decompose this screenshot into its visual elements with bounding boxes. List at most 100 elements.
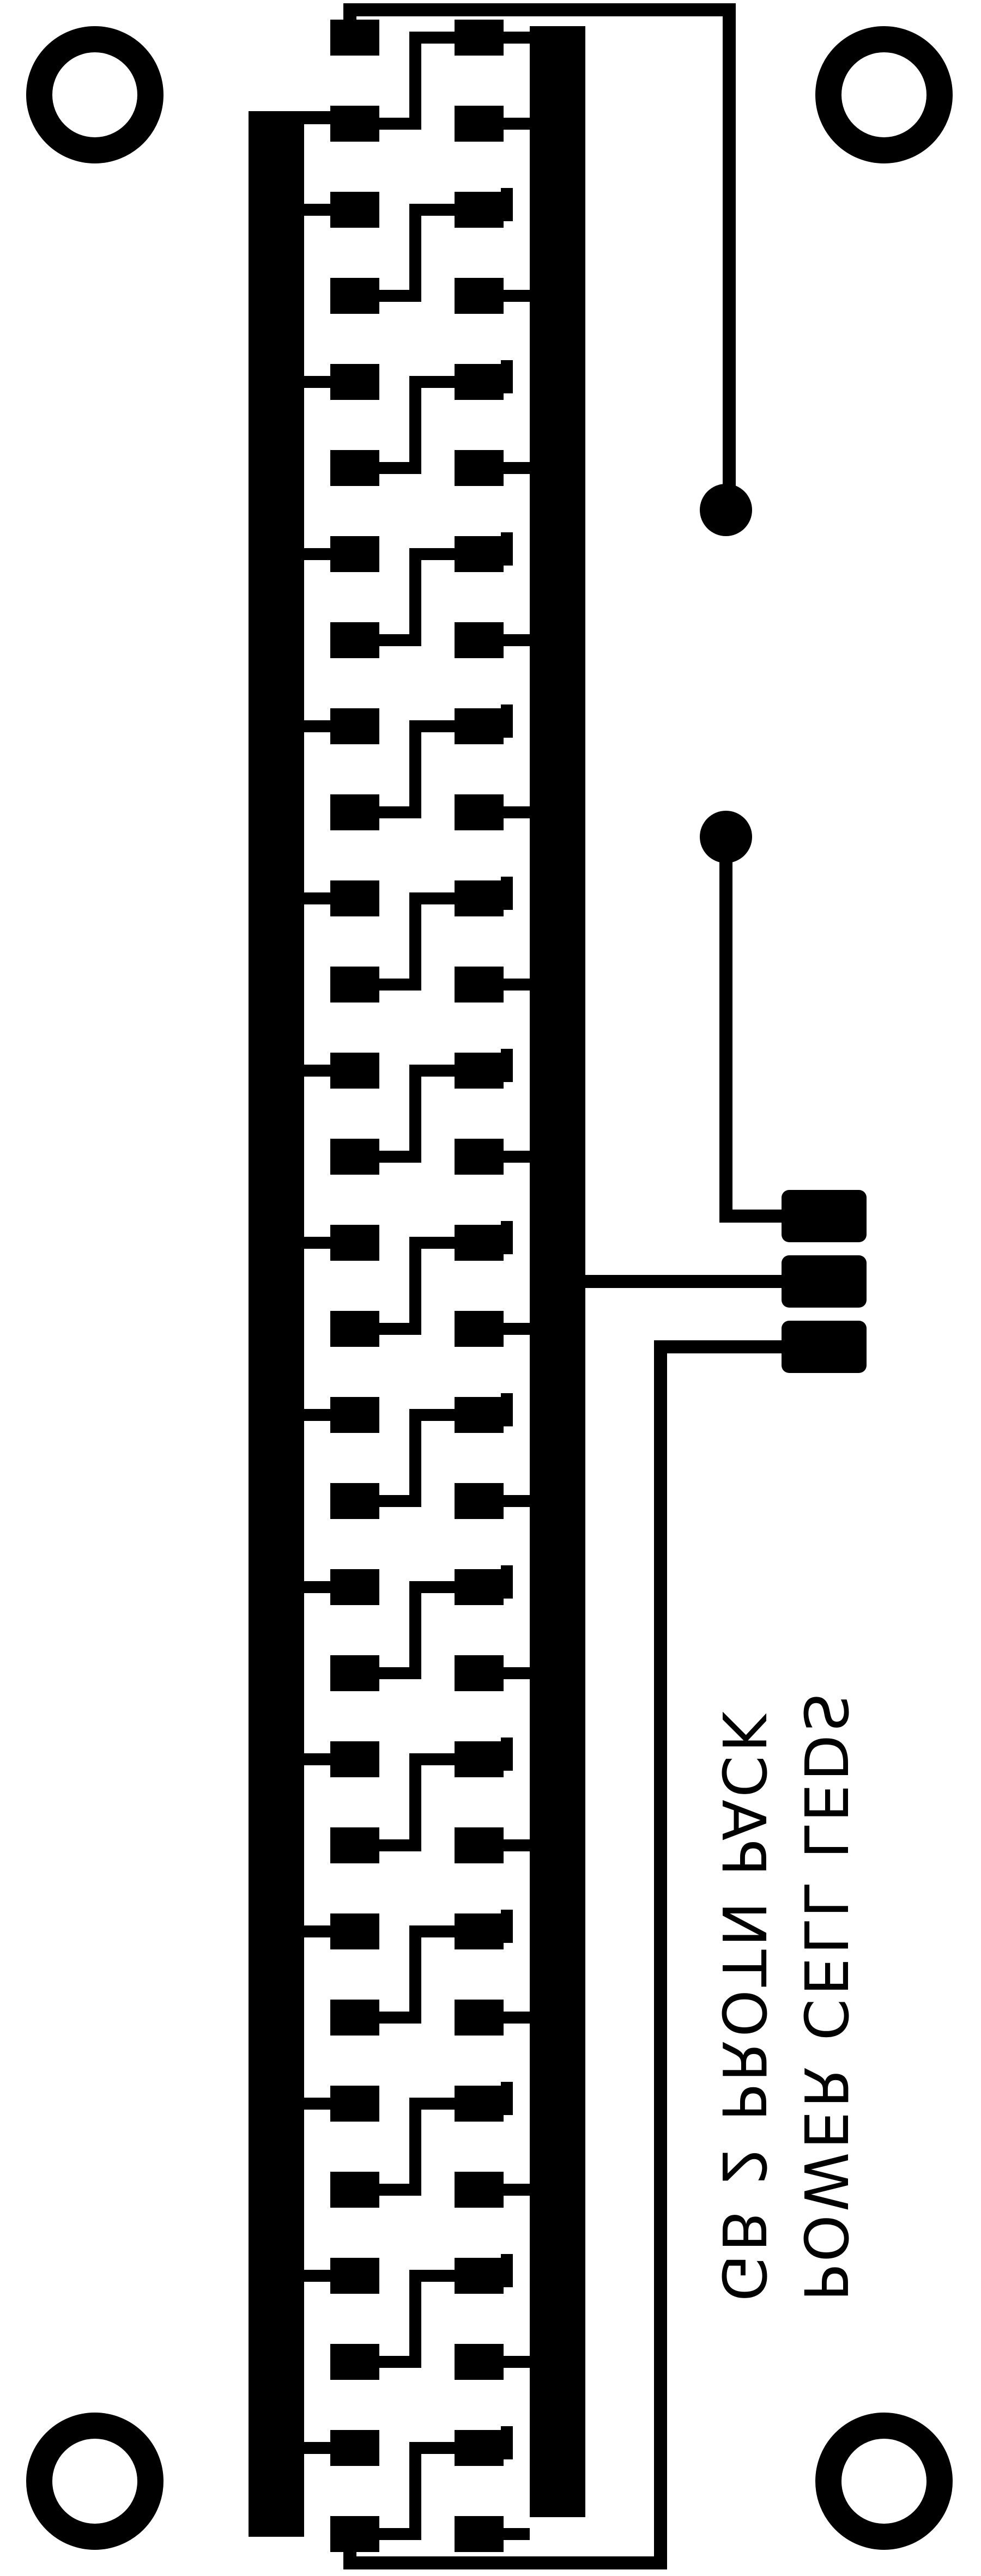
series-link-trace (379, 204, 455, 302)
led-pad-right (455, 2430, 504, 2466)
led-pad-right (455, 622, 504, 658)
mounting-hole-top-right (815, 26, 953, 163)
led-pad-left (330, 1827, 379, 1863)
lower-trace (719, 837, 788, 1223)
led-pad-right (455, 794, 504, 830)
left-bus-bar (249, 111, 304, 2537)
upper-signal-trace (343, 3, 752, 536)
right-pad-stub (501, 704, 513, 738)
led-pad-left (330, 1225, 379, 1261)
led-pad-right (455, 880, 504, 916)
led-pad-left (330, 2258, 379, 2294)
led-pad-right (455, 20, 504, 56)
led-pad-left (330, 622, 379, 658)
led-pad-left (330, 1397, 379, 1433)
led-pad-right (455, 967, 504, 1003)
led-pad-left (330, 278, 379, 314)
led-pad-right (455, 1139, 504, 1175)
right-pad-stub (501, 1393, 513, 1426)
right-pad-stub (501, 1565, 513, 1599)
connector-pin-1 (782, 1190, 867, 1242)
connector-pin-3 (782, 1321, 867, 1373)
connector (343, 1190, 867, 2569)
series-link-trace (379, 720, 455, 818)
led-pad-left (330, 364, 379, 400)
lower-signal-trace (700, 811, 788, 1223)
series-link-trace (379, 1409, 455, 1507)
series-link-trace (379, 2270, 455, 2368)
right-pad-stub (501, 188, 513, 221)
series-link-trace (379, 1753, 455, 1851)
led-pad-right (455, 2258, 504, 2294)
led-pad-left (330, 708, 379, 744)
series-link-trace (379, 1581, 455, 1679)
series-link-trace (379, 1065, 455, 1163)
series-link-trace (379, 892, 455, 991)
series-link-trace (379, 1925, 455, 2024)
board-label: POWER CELL LEDS GB 2 PROTN PACK (708, 1690, 860, 2301)
series-link-trace (379, 1237, 455, 1335)
led-pad-right (455, 1827, 504, 1863)
led-pad-left (330, 450, 379, 486)
led-pad-right (455, 2000, 504, 2036)
led-pad-left (330, 794, 379, 830)
led-pad-right (455, 106, 504, 142)
led-pad-right (455, 1655, 504, 1691)
mounting-hole-bottom-left (26, 2413, 164, 2550)
mounting-hole-bottom-right (815, 2413, 953, 2550)
mounting-holes (26, 26, 953, 2550)
led-pad-right (455, 2344, 504, 2380)
led-pad-left (330, 192, 379, 228)
series-link-trace (379, 548, 455, 646)
connector-pin-2-trace (585, 1275, 788, 1288)
led-pad-right (455, 536, 504, 572)
led-pad-right (455, 2172, 504, 2208)
right-pad-stub (501, 2426, 513, 2459)
right-pad-stub (501, 1910, 513, 1943)
mounting-hole-top-left (26, 26, 164, 163)
led-pad-right (455, 192, 504, 228)
right-pad-stub (501, 1221, 513, 1254)
led-pad-left (330, 1053, 379, 1089)
right-pad-stub (501, 360, 513, 393)
led-pad-left (330, 2000, 379, 2036)
led-pad-right (455, 2516, 504, 2552)
led-pad-right (455, 708, 504, 744)
right-pad-stub (501, 532, 513, 566)
led-pad-right (455, 1913, 504, 1949)
right-pad-stub (501, 1737, 513, 1771)
board-label-line-2: GB 2 PROTN PACK (708, 1710, 778, 2301)
led-pad-left (330, 1483, 379, 1519)
led-pad-left (330, 2172, 379, 2208)
right-pad-stub (501, 2254, 513, 2287)
led-pad-left (330, 1311, 379, 1347)
led-pad-array (304, 20, 530, 2552)
series-link-trace (379, 32, 455, 130)
series-link-trace (379, 376, 455, 474)
connector-pin-2 (782, 1255, 867, 1308)
led-pad-left (330, 2344, 379, 2380)
led-pad-right (455, 1569, 504, 1605)
led-pad-right (455, 278, 504, 314)
left-bus-top-cap (249, 111, 334, 124)
led-pad-left (330, 967, 379, 1003)
led-pad-right (455, 1397, 504, 1433)
led-pad-right (455, 1741, 504, 1777)
led-pad-right (455, 1311, 504, 1347)
led-pad-right (455, 364, 504, 400)
led-pad-right (455, 2086, 504, 2122)
led-pad-left (330, 106, 379, 142)
series-link-trace (379, 2442, 455, 2540)
upper-trace (343, 3, 736, 510)
led-pad-left (330, 1655, 379, 1691)
test-point-upper (700, 484, 752, 536)
led-pad-right (455, 1483, 504, 1519)
led-pad-left (330, 880, 379, 916)
led-pad-right (455, 1053, 504, 1089)
right-bus-bar (530, 26, 585, 2517)
led-pad-left (330, 1741, 379, 1777)
right-pad-stub (501, 877, 513, 910)
led-pad-left (330, 1139, 379, 1175)
led-pad-left (330, 2086, 379, 2122)
